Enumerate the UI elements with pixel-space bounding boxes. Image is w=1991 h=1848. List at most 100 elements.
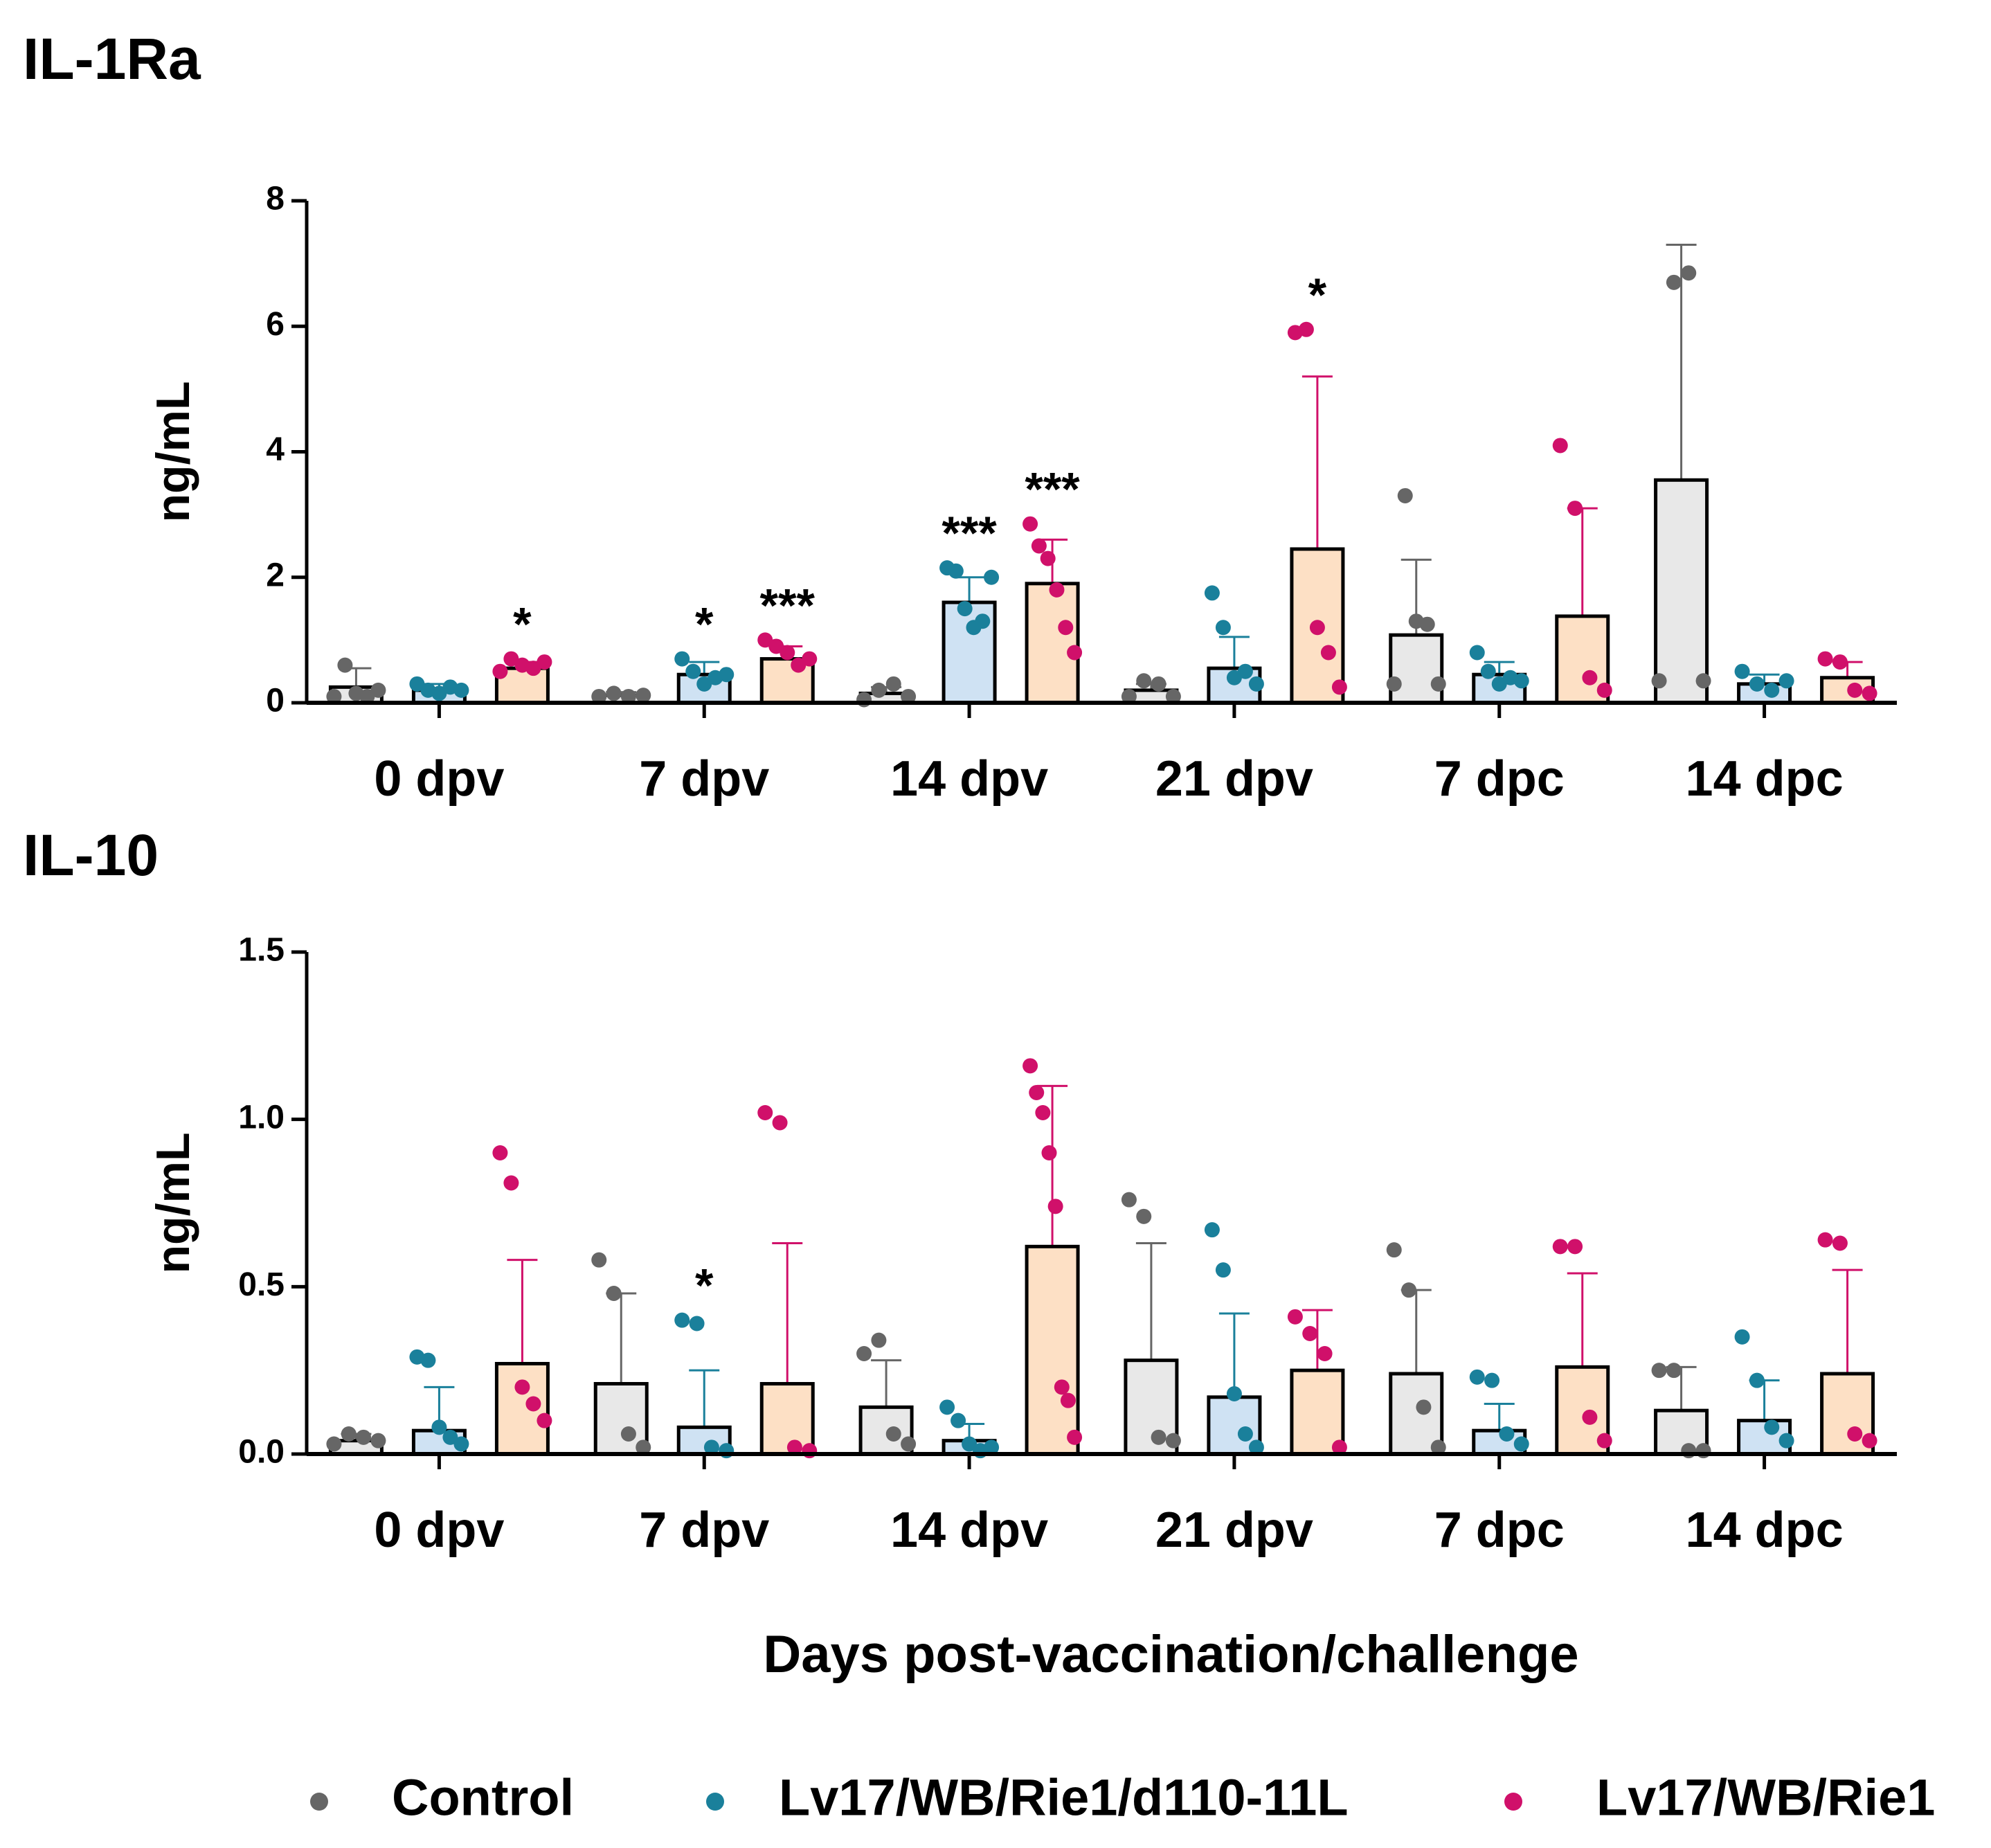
- y-tick-label: 4: [266, 431, 285, 468]
- data-point: [420, 1352, 436, 1368]
- data-point: [620, 1426, 636, 1442]
- data-point: [951, 1412, 966, 1428]
- data-point: [1204, 1222, 1220, 1238]
- data-point: [948, 563, 964, 579]
- x-tick-label: 14 dpv: [890, 751, 1048, 807]
- data-point: [1817, 1232, 1833, 1248]
- legend-marker: [1504, 1793, 1522, 1811]
- data-point: [1302, 1326, 1318, 1341]
- data-point: [901, 688, 917, 704]
- data-point: [856, 692, 872, 708]
- data-point: [1778, 673, 1794, 689]
- x-tick-label: 0 dpv: [374, 751, 504, 807]
- data-point: [1237, 663, 1253, 679]
- data-point: [1226, 670, 1242, 685]
- data-point: [1136, 1208, 1152, 1224]
- data-point: [514, 1379, 530, 1395]
- data-point: [1666, 1363, 1682, 1379]
- data-point: [1226, 1386, 1242, 1401]
- data-point: [1237, 1426, 1253, 1442]
- data-point: [525, 1396, 541, 1412]
- x-tick-label: 0 dpv: [374, 1502, 504, 1558]
- data-point: [1734, 1329, 1750, 1345]
- data-point: [1248, 1439, 1264, 1455]
- x-tick-label: 7 dpc: [1434, 751, 1565, 807]
- legend-label: Lv17/WB/Rie1: [1596, 1769, 1935, 1827]
- data-point: [337, 657, 353, 673]
- significance: ***: [942, 507, 997, 559]
- data-point: [703, 1439, 719, 1455]
- data-point: [1331, 1439, 1347, 1455]
- significance: ***: [1025, 463, 1080, 516]
- data-point: [636, 688, 651, 703]
- data-point: [1596, 1433, 1612, 1448]
- significance: *: [695, 1259, 714, 1312]
- data-point: [431, 685, 447, 701]
- data-point: [1778, 1433, 1794, 1448]
- y-tick-label: 2: [266, 557, 285, 593]
- data-point: [1165, 1433, 1181, 1448]
- data-point: [1397, 487, 1413, 503]
- data-point: [1430, 676, 1446, 692]
- data-point: [1469, 1369, 1485, 1385]
- data-point: [1041, 1145, 1057, 1160]
- significance: *: [1308, 269, 1327, 321]
- data-point: [1386, 676, 1402, 692]
- data-point: [1491, 676, 1507, 692]
- data-point: [1298, 321, 1314, 337]
- data-point: [492, 1145, 508, 1160]
- data-point: [1054, 1379, 1070, 1395]
- data-point: [1552, 438, 1568, 454]
- data-point: [1862, 685, 1877, 701]
- data-point: [453, 682, 469, 698]
- data-point: [1513, 673, 1529, 689]
- data-point: [326, 688, 342, 704]
- data-point: [1832, 654, 1848, 670]
- data-point: [1567, 1239, 1583, 1255]
- data-point: [1151, 1429, 1166, 1445]
- data-point: [1320, 645, 1336, 661]
- data-point: [975, 613, 991, 629]
- data-point: [1215, 620, 1231, 636]
- data-point: [1331, 679, 1347, 695]
- data-point: [1058, 620, 1074, 636]
- data-point: [957, 601, 973, 617]
- data-point: [537, 654, 552, 670]
- x-tick-label: 14 dpv: [890, 1502, 1048, 1558]
- data-point: [636, 1439, 651, 1455]
- x-tick-label: 14 dpc: [1686, 1502, 1844, 1558]
- data-point: [772, 1115, 788, 1131]
- data-point: [431, 1419, 447, 1435]
- data-point: [1287, 1309, 1303, 1325]
- data-point: [1862, 1433, 1877, 1448]
- data-point: [503, 1175, 519, 1191]
- bar: [1389, 633, 1444, 705]
- data-point: [1151, 676, 1166, 692]
- data-point: [1040, 550, 1056, 566]
- data-point: [1469, 645, 1485, 661]
- data-point: [326, 1436, 342, 1452]
- data-point: [1248, 676, 1264, 692]
- chart-title: IL-1Ra: [23, 26, 201, 91]
- data-point: [1480, 663, 1496, 679]
- y-axis-label: ng/mL: [147, 1133, 199, 1274]
- bar: [759, 1382, 815, 1456]
- data-point: [453, 1436, 469, 1452]
- data-point: [1734, 663, 1750, 679]
- data-point: [1035, 1105, 1051, 1120]
- y-tick-label: 1.5: [238, 932, 285, 969]
- data-point: [1067, 1429, 1083, 1445]
- data-point: [1695, 673, 1711, 689]
- data-point: [780, 645, 795, 661]
- data-point: [685, 663, 701, 679]
- y-tick-label: 0: [266, 683, 285, 719]
- data-point: [871, 682, 887, 698]
- data-point: [674, 1312, 690, 1328]
- data-point: [1764, 1419, 1780, 1435]
- data-point: [1067, 645, 1083, 661]
- data-point: [370, 1433, 386, 1448]
- data-point: [757, 1105, 773, 1120]
- data-point: [1022, 516, 1038, 532]
- data-point: [1386, 1242, 1402, 1258]
- bar: [1389, 1372, 1444, 1456]
